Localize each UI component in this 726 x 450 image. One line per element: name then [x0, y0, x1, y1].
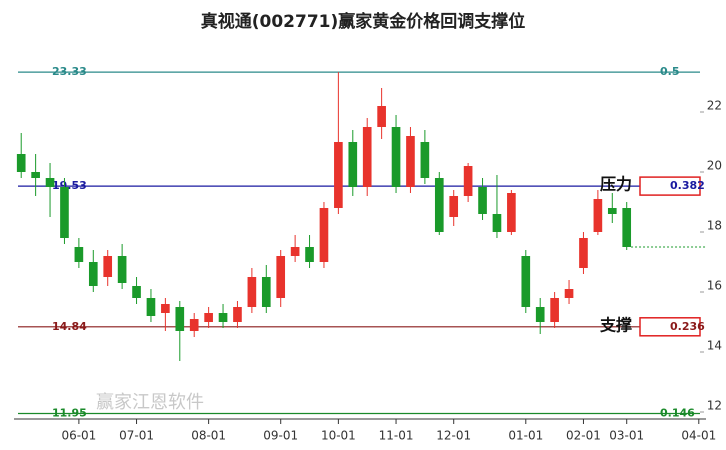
candle-body — [132, 286, 141, 298]
x-tick-label: 04-01 — [681, 429, 716, 443]
y-tick-label: 16 — [707, 279, 722, 293]
candle-body — [434, 178, 444, 232]
fib-annotation: 压力 — [600, 175, 632, 194]
candle-body — [290, 247, 300, 256]
candle-body — [261, 277, 271, 307]
x-tick-label: 01-01 — [508, 429, 543, 443]
fib-ratio: 0.236 — [670, 320, 705, 333]
candle-body — [348, 142, 358, 187]
fib-box — [639, 317, 701, 337]
candle-body — [31, 172, 40, 178]
fib-price: 23.33 — [52, 65, 87, 78]
candle-body — [218, 313, 228, 322]
fib-price: 19.53 — [52, 179, 87, 192]
candle-body — [16, 154, 26, 172]
x-tick-label: 06-01 — [61, 429, 96, 443]
y-tick-label: 18 — [707, 219, 722, 233]
fib-ratio: 0.382 — [670, 179, 705, 192]
candle-body — [233, 307, 242, 322]
candle-body — [564, 289, 574, 298]
candle-body — [204, 313, 213, 322]
candle-body — [521, 256, 531, 307]
candle-body — [535, 307, 545, 322]
candle-body — [247, 277, 257, 307]
y-tick-label: 20 — [707, 159, 722, 173]
candle-body — [45, 178, 55, 187]
candle-body — [406, 136, 415, 187]
candle-body — [449, 196, 459, 217]
candle-body — [103, 256, 113, 277]
candle-body — [550, 298, 559, 322]
watermark: 赢家江恩软件 — [96, 391, 204, 413]
candle-body — [607, 208, 617, 214]
x-tick-label: 07-01 — [119, 429, 154, 443]
candle-body — [146, 298, 156, 316]
fib-ratio: 0.5 — [660, 65, 680, 78]
candle-body — [391, 127, 401, 187]
fib-price: 11.95 — [52, 407, 87, 420]
candle-body — [74, 247, 84, 262]
candle-body — [362, 127, 372, 187]
candle-body — [593, 199, 603, 232]
candle-body — [276, 256, 286, 298]
candle-body — [377, 106, 386, 127]
candle-body — [463, 166, 473, 196]
x-tick-label: 12-01 — [436, 429, 471, 443]
candle-body — [579, 238, 588, 268]
y-tick-label: 22 — [707, 99, 722, 113]
candle-body — [88, 262, 98, 286]
chart-title: 真视通(002771)赢家黄金价格回调支撑位 — [201, 11, 526, 32]
fib-annotation: 支撑 — [599, 315, 632, 334]
x-tick-label: 08-01 — [191, 429, 226, 443]
candle-body — [117, 256, 127, 283]
candle-body — [622, 208, 632, 247]
fib-ratio: 0.146 — [660, 407, 695, 420]
candle-body — [189, 319, 199, 331]
y-tick-label: 12 — [707, 399, 722, 413]
candle-body — [161, 304, 170, 313]
y-tick-label: 14 — [707, 339, 722, 353]
candle-body — [492, 214, 502, 232]
fib-box — [639, 176, 701, 196]
x-tick-label: 03-01 — [609, 429, 644, 443]
x-tick-label: 02-01 — [566, 429, 601, 443]
candle-body — [319, 208, 329, 262]
candle-body — [420, 142, 430, 178]
candle-body — [507, 193, 516, 232]
candle-body — [478, 187, 487, 214]
candle-body — [305, 247, 314, 262]
fib-price: 14.84 — [52, 320, 87, 333]
candle-body — [175, 307, 185, 331]
x-tick-label: 09-01 — [263, 429, 298, 443]
candle-body — [334, 142, 343, 208]
candle-body — [60, 187, 69, 238]
x-tick-label: 11-01 — [379, 429, 414, 443]
x-tick-label: 10-01 — [321, 429, 356, 443]
